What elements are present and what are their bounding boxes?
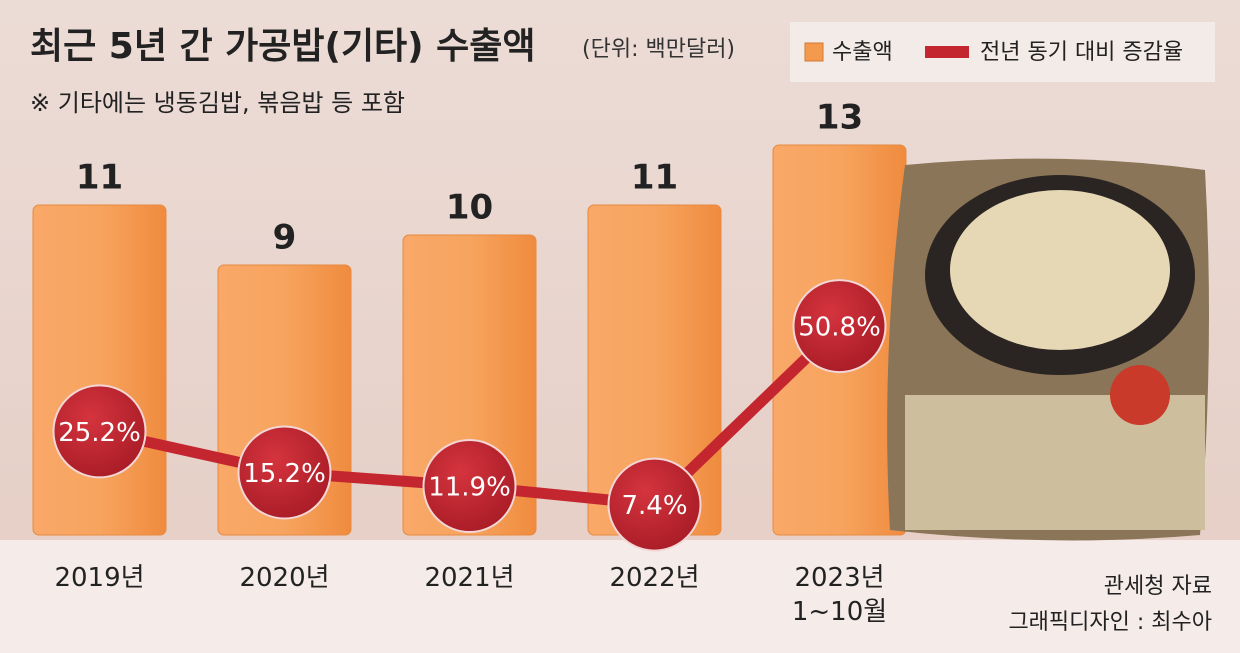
data-label: 25.2%	[58, 418, 141, 448]
bar-label: 11	[631, 158, 678, 198]
bar-label: 10	[446, 188, 493, 228]
subtitle: ※ 기타에는 냉동김밥, 볶음밥 등 포함	[30, 89, 405, 117]
data-label: 15.2%	[243, 459, 326, 489]
line-point	[237, 425, 332, 520]
bar-label: 9	[273, 218, 297, 258]
legend-swatch	[925, 46, 969, 58]
x-tick-label: 2020년	[239, 563, 330, 593]
line-point	[607, 457, 702, 552]
unit: (단위: 백만달러)	[582, 37, 735, 62]
line-point	[422, 439, 517, 534]
credit: 그래픽디자인 : 최수아	[1008, 610, 1212, 635]
x-tick-label: 2019년	[54, 563, 145, 593]
bar	[32, 204, 167, 536]
line-point	[792, 279, 887, 374]
x-tick-label: 2023년 1~10월	[791, 563, 888, 627]
x-tick-label: 2022년	[609, 563, 700, 593]
legend-swatch	[804, 42, 824, 62]
bar-label: 13	[816, 98, 863, 138]
source: 관세청 자료	[1103, 574, 1212, 599]
product-photo	[887, 158, 1209, 541]
legend-label: 전년 동기 대비 증감율	[980, 40, 1183, 65]
x-tick-label: 2021년	[424, 563, 515, 593]
data-label: 50.8%	[798, 313, 881, 343]
legend-label: 수출액	[832, 40, 893, 65]
legend	[790, 22, 1215, 82]
chart-title: 최근 5년 간 가공밥(기타) 수출액	[30, 26, 536, 67]
line-point	[52, 384, 147, 479]
bar-label: 11	[76, 158, 123, 198]
data-label: 7.4%	[621, 491, 687, 521]
floor	[0, 540, 1240, 653]
data-label: 11.9%	[428, 473, 511, 503]
